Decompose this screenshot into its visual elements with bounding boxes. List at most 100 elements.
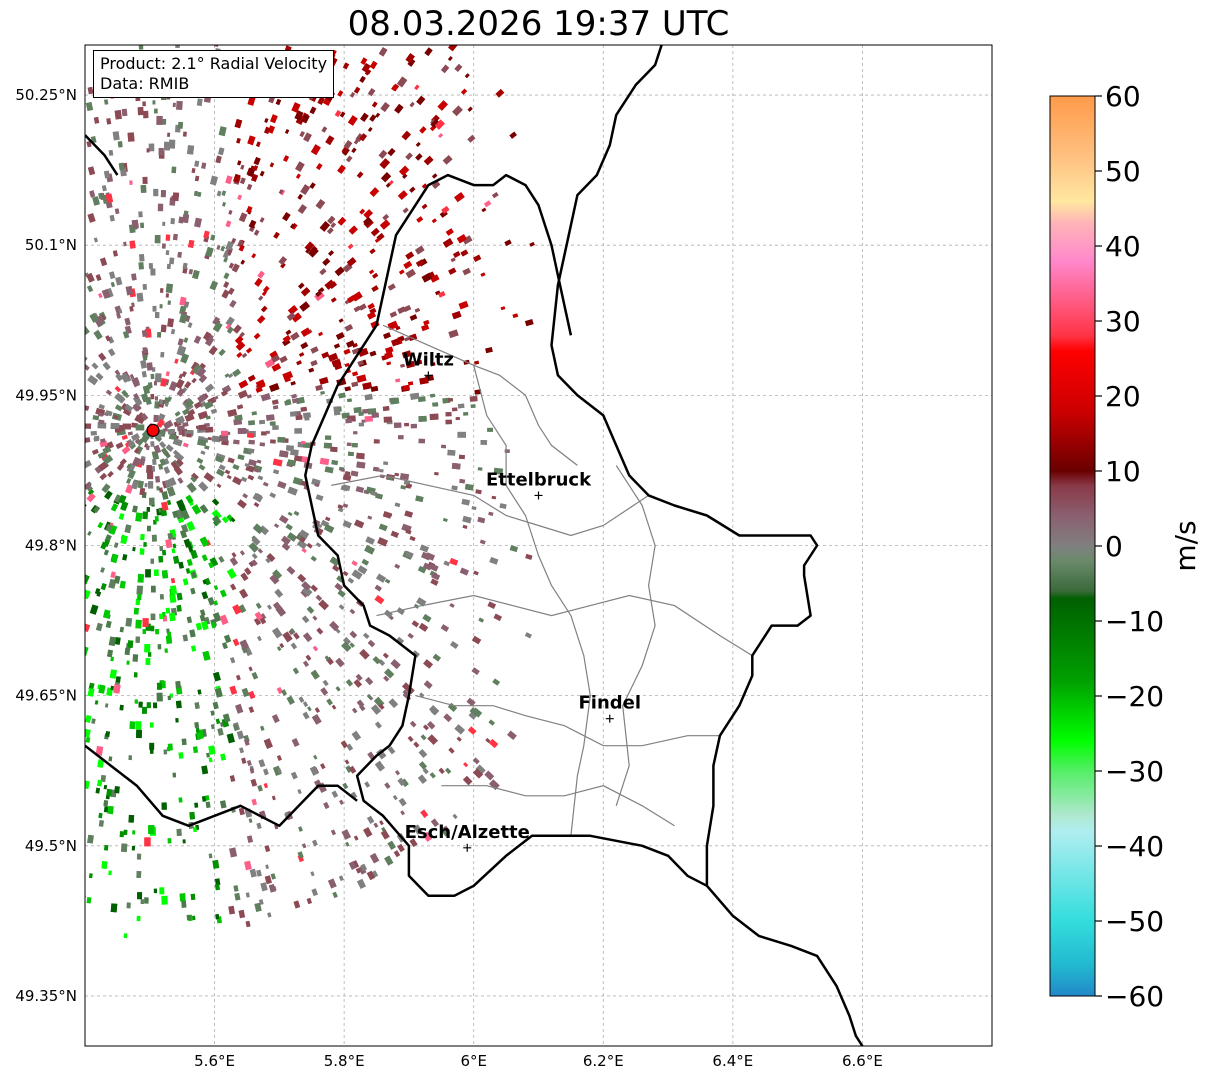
velocity-echo	[239, 331, 245, 338]
velocity-echo	[85, 555, 86, 564]
velocity-echo	[365, 676, 374, 686]
velocity-echo	[315, 384, 323, 391]
radar-echoes	[85, 45, 535, 939]
velocity-echo	[218, 555, 225, 563]
velocity-echo	[263, 768, 269, 776]
velocity-echo	[239, 550, 245, 556]
velocity-echo	[113, 575, 121, 584]
velocity-echo	[133, 447, 140, 454]
velocity-echo	[158, 414, 164, 420]
velocity-echo	[351, 291, 363, 302]
lat-tick-label: 49.8°N	[25, 537, 77, 555]
velocity-echo	[392, 794, 398, 801]
velocity-echo	[86, 897, 92, 904]
velocity-echo	[499, 503, 507, 509]
velocity-echo	[178, 561, 184, 569]
velocity-echo	[131, 219, 139, 229]
velocity-echo	[369, 852, 380, 864]
velocity-echo	[364, 545, 375, 555]
velocity-echo	[362, 408, 369, 414]
country-border	[705, 884, 864, 1046]
velocity-echo	[347, 577, 355, 584]
velocity-echo	[178, 797, 183, 803]
velocity-echo	[153, 702, 158, 709]
velocity-echo	[294, 428, 303, 434]
velocity-echo	[449, 641, 459, 650]
velocity-echo	[114, 110, 122, 120]
velocity-echo	[290, 223, 296, 229]
velocity-echo	[125, 285, 134, 296]
velocity-echo	[112, 250, 118, 257]
velocity-echo	[212, 671, 221, 682]
velocity-echo	[143, 110, 149, 119]
velocity-echo	[379, 219, 391, 230]
velocity-echo	[301, 581, 311, 591]
velocity-echo	[257, 475, 264, 481]
velocity-echo	[190, 893, 196, 900]
velocity-echo	[375, 573, 387, 583]
velocity-echo	[87, 834, 94, 844]
velocity-echo	[456, 234, 467, 244]
velocity-echo	[87, 374, 99, 386]
velocity-echo	[374, 584, 382, 592]
velocity-echo	[204, 445, 210, 450]
velocity-echo	[329, 621, 340, 631]
velocity-echo	[400, 810, 405, 816]
velocity-echo	[113, 415, 119, 420]
velocity-echo	[290, 381, 296, 386]
velocity-echo	[341, 147, 350, 156]
velocity-echo	[165, 371, 170, 377]
velocity-echo	[238, 807, 245, 816]
velocity-echo	[462, 267, 471, 276]
velocity-echo	[110, 503, 119, 512]
velocity-echo	[161, 802, 167, 810]
velocity-echo	[390, 530, 399, 538]
velocity-echo	[161, 570, 169, 579]
velocity-echo	[211, 509, 222, 520]
velocity-echo	[363, 216, 373, 226]
velocity-echo	[259, 383, 266, 389]
velocity-echo	[203, 230, 210, 239]
velocity-echo	[272, 458, 283, 467]
velocity-echo	[356, 171, 364, 179]
velocity-echo	[106, 788, 113, 797]
velocity-echo	[329, 556, 340, 567]
velocity-echo	[299, 301, 311, 312]
velocity-echo	[341, 641, 352, 652]
velocity-echo	[136, 593, 142, 601]
velocity-echo	[232, 604, 242, 615]
velocity-echo	[334, 582, 344, 592]
velocity-echo	[103, 539, 110, 547]
velocity-echo	[344, 471, 351, 476]
velocity-echo	[145, 445, 150, 451]
velocity-echo	[158, 147, 164, 156]
velocity-echo	[278, 189, 284, 195]
velocity-echo	[405, 53, 415, 64]
velocity-echo	[154, 516, 159, 522]
velocity-echo	[369, 60, 378, 70]
velocity-echo	[110, 553, 119, 564]
velocity-echo	[324, 435, 332, 440]
velocity-echo	[335, 686, 341, 692]
velocity-echo	[98, 684, 106, 694]
velocity-echo	[211, 498, 220, 506]
velocity-echo	[477, 467, 483, 471]
velocity-echo	[117, 141, 123, 148]
velocity-echo	[504, 239, 512, 246]
velocity-echo	[332, 891, 338, 899]
velocity-echo	[123, 829, 128, 835]
velocity-echo	[95, 746, 104, 756]
latitude-ticks: 50.25°N 50.1°N 49.95°N 49.8°N 49.65°N 49.5°N 4…	[15, 86, 77, 1005]
velocity-echo	[342, 62, 350, 70]
velocity-echo	[334, 266, 345, 277]
velocity-echo	[295, 161, 305, 172]
velocity-echo	[108, 348, 116, 357]
velocity-echo	[370, 490, 378, 497]
velocity-echo	[126, 902, 131, 909]
velocity-echo	[277, 768, 282, 774]
velocity-echo	[209, 280, 219, 291]
velocity-echo	[197, 438, 207, 447]
velocity-echo	[157, 203, 164, 212]
velocity-echo	[410, 423, 417, 429]
velocity-echo	[85, 704, 86, 714]
